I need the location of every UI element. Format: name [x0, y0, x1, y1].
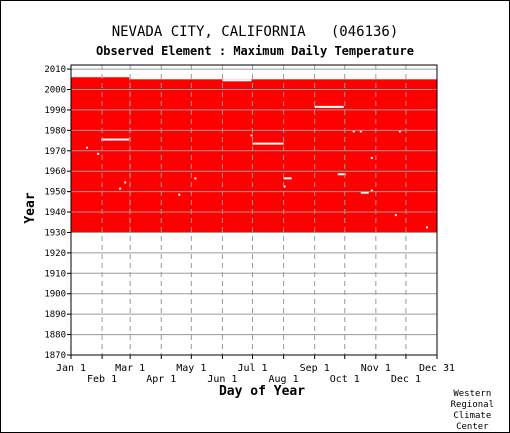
- y-tick-label-1990: 1990: [44, 106, 66, 116]
- credit-line-1: Western: [453, 389, 492, 399]
- y-tick-label-1890: 1890: [44, 310, 66, 320]
- missing-segment-3: [283, 177, 292, 180]
- missing-segment-9: [119, 187, 122, 190]
- credit-line-4: Center: [456, 422, 489, 432]
- missing-segment-5: [337, 173, 346, 176]
- x-tick-label-lower-2: Jun 1: [207, 374, 237, 385]
- y-tick-label-1920: 1920: [44, 249, 66, 259]
- x-tick-label-upper-2: May 1: [176, 363, 206, 374]
- record-block-1: [129, 79, 437, 233]
- y-tick-label-1880: 1880: [44, 331, 66, 341]
- y-tick-label-2010: 2010: [44, 65, 66, 75]
- missing-segment-16: [359, 130, 362, 133]
- credit-block: Western Regional Climate Center: [451, 389, 494, 433]
- x-tick-label-lower-4: Oct 1: [330, 374, 360, 385]
- x-tick-label-upper-3: Jul 1: [237, 363, 267, 374]
- missing-segment-13: [250, 134, 253, 137]
- y-tick-label-1960: 1960: [44, 167, 66, 177]
- y-tick-label-1970: 1970: [44, 147, 66, 157]
- credit-line-3: Climate: [453, 411, 492, 421]
- missing-segment-14: [283, 185, 286, 188]
- missing-segment-10: [124, 181, 127, 184]
- plot-border: [70, 64, 438, 356]
- missing-segment-1: [222, 79, 252, 82]
- x-tick-label-lower-3: Aug 1: [269, 374, 299, 385]
- missing-segment-0: [101, 138, 130, 141]
- y-axis-label: Year: [23, 192, 38, 223]
- x-tick-label-upper-4: Sep 1: [300, 363, 330, 374]
- y-tick-label-1980: 1980: [44, 126, 66, 136]
- y-tick-label-1940: 1940: [44, 208, 66, 218]
- y-tick-label-1950: 1950: [44, 188, 66, 198]
- x-tick-label-upper-5: Nov 1: [361, 363, 391, 374]
- x-tick-label-lower-0: Feb 1: [87, 374, 117, 385]
- missing-segment-19: [398, 130, 401, 133]
- y-tick-label-1870: 1870: [44, 351, 66, 361]
- missing-segment-6: [360, 191, 369, 194]
- chart-subtitle: Observed Element : Maximum Daily Tempera…: [96, 44, 414, 58]
- missing-segment-17: [370, 156, 373, 159]
- y-tick-label-1900: 1900: [44, 290, 66, 300]
- missing-segment-7: [86, 146, 89, 149]
- missing-segment-15: [352, 130, 355, 133]
- chart-title: NEVADA CITY, CALIFORNIA (046136): [111, 24, 399, 40]
- axis-layer: 1870 1880 1890 1900 1910 1920 1930 1940 1950 1960…: [44, 64, 455, 385]
- missing-segment-4: [314, 105, 344, 108]
- missing-segment-20: [394, 214, 397, 217]
- x-axis-label: Day of Year: [219, 384, 305, 399]
- x-tick-label-upper-1: Mar 1: [115, 363, 145, 374]
- x-tick-label-upper-0: Jan 1: [56, 363, 86, 374]
- x-tick-label-lower-1: Apr 1: [146, 374, 176, 385]
- missing-segment-12: [178, 193, 181, 196]
- missing-segment-8: [97, 152, 100, 155]
- missing-segment-2: [252, 142, 284, 145]
- y-tick-label-1930: 1930: [44, 228, 66, 238]
- x-tick-label-upper-6: Dec 31: [419, 363, 455, 374]
- y-tick-label-2000: 2000: [44, 86, 66, 96]
- credit-line-2: Regional: [450, 400, 494, 410]
- y-tick-label-1910: 1910: [44, 269, 66, 279]
- missing-segment-11: [194, 177, 197, 180]
- missing-segment-21: [425, 226, 428, 229]
- record-block-0: [71, 77, 130, 233]
- grid-layer: [71, 65, 437, 356]
- missing-segment-18: [370, 189, 373, 192]
- x-tick-label-lower-5: Dec 1: [391, 374, 421, 385]
- data-layer: [71, 77, 437, 233]
